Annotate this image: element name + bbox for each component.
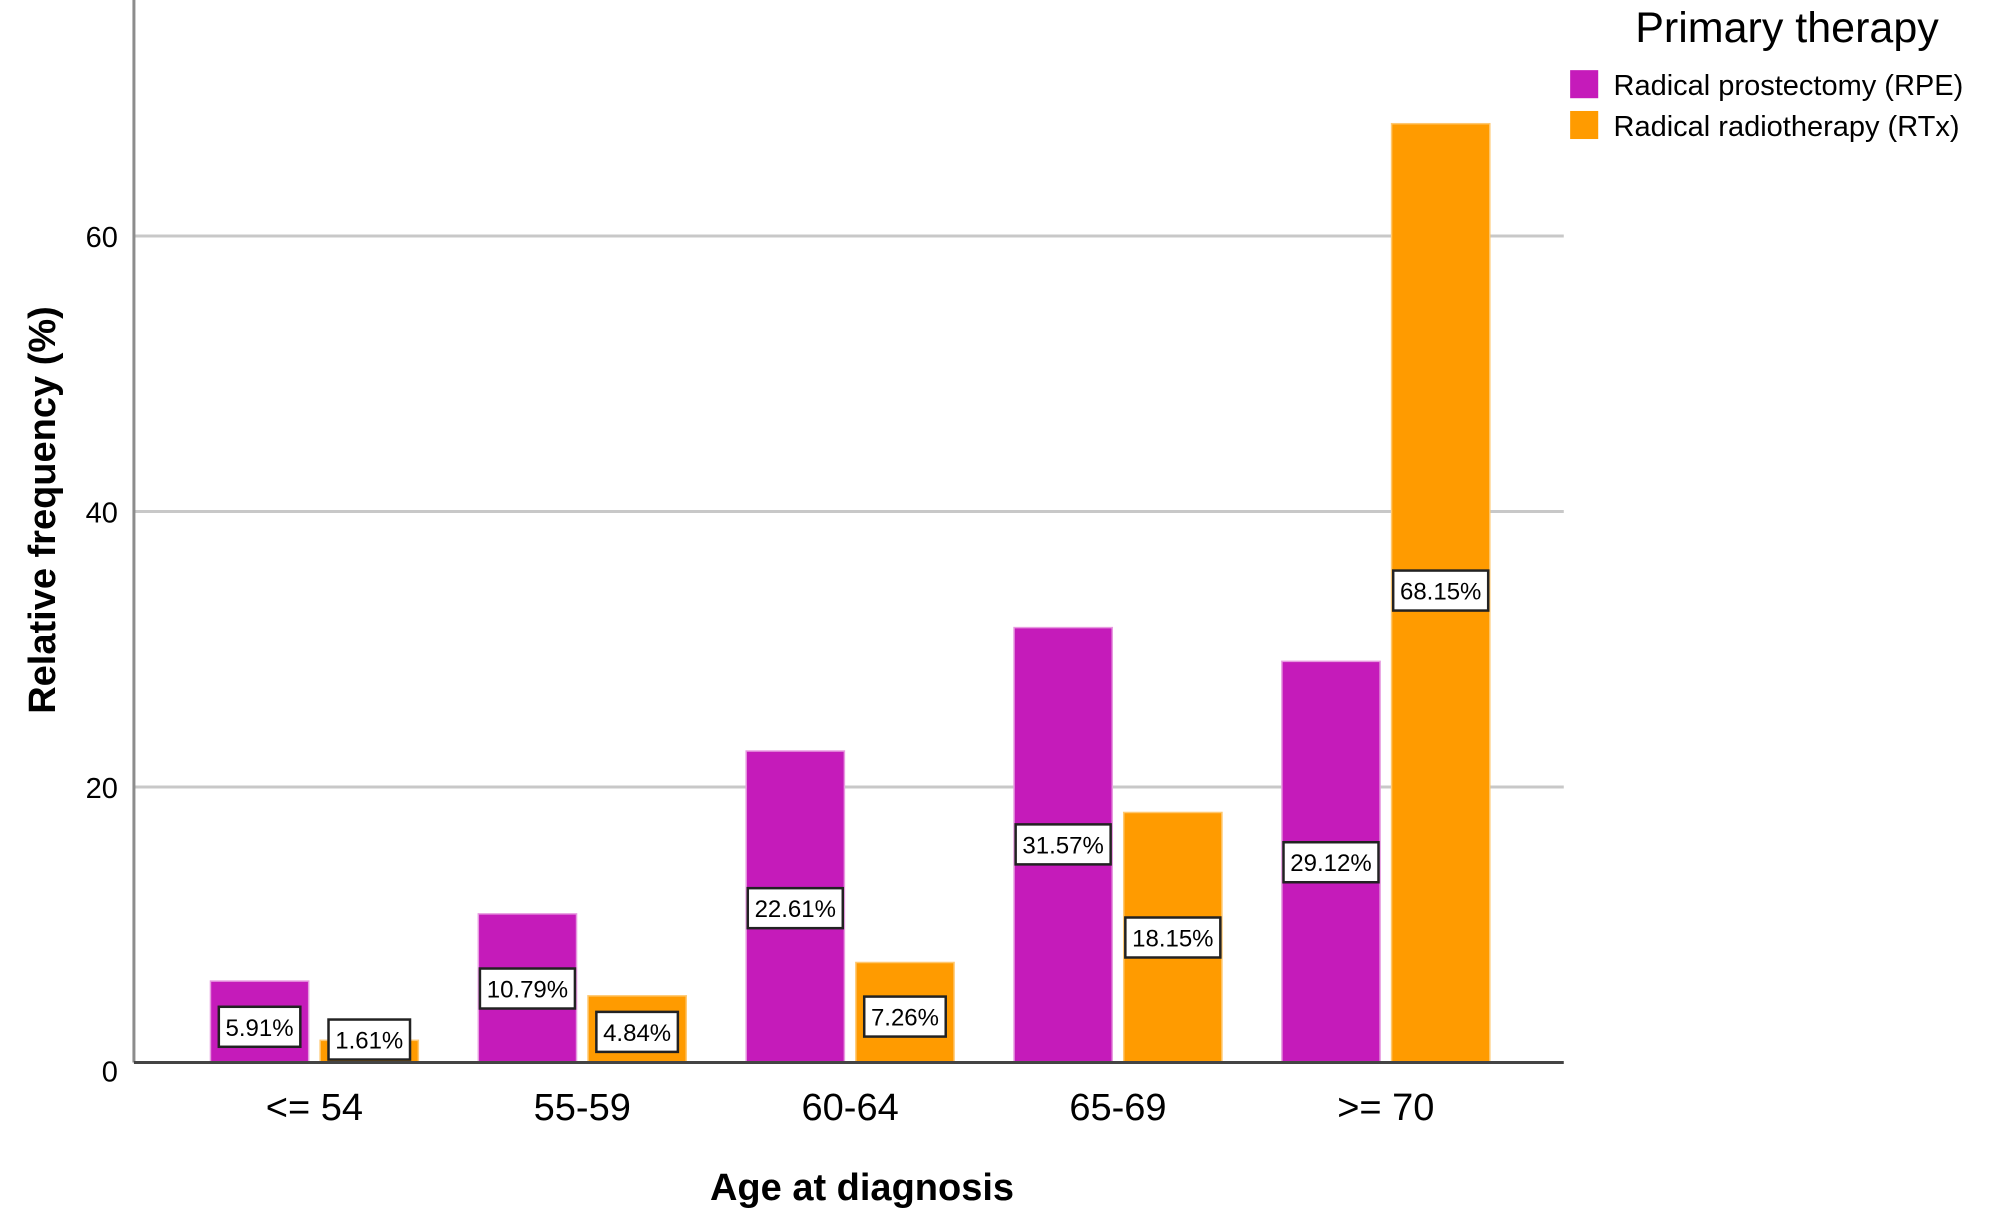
y-tick-label: 0 bbox=[102, 1057, 118, 1089]
data-label-box bbox=[746, 886, 845, 930]
x-tick-label: 60-64 bbox=[802, 1087, 899, 1129]
data-label: 10.79% bbox=[487, 977, 568, 1004]
data-label-box bbox=[595, 1010, 680, 1054]
legend-label: Radical radiotherapy (RTx) bbox=[1614, 111, 1960, 143]
x-tick-label: <= 54 bbox=[266, 1087, 363, 1129]
data-label-box bbox=[1124, 916, 1222, 959]
axes bbox=[132, 0, 1564, 1064]
legend-items: Radical prostectomy (RPE) Radical radioth… bbox=[1570, 70, 1963, 143]
legend-swatch-rtx bbox=[1570, 110, 1599, 140]
y-axis-title: Relative frequency (%) bbox=[22, 306, 64, 714]
x-tick-label: 55-59 bbox=[534, 1087, 631, 1129]
legend-title: Primary therapy bbox=[1635, 4, 1939, 52]
data-label: 22.61% bbox=[755, 896, 836, 923]
data-label: 7.26% bbox=[871, 1005, 939, 1032]
data-label: 18.15% bbox=[1132, 926, 1213, 953]
legend: Primary therapy Radical prostectomy (RPE… bbox=[1570, 4, 1963, 143]
data-label-box bbox=[1391, 569, 1490, 612]
data-label-box bbox=[478, 967, 577, 1010]
data-label-box bbox=[217, 1005, 302, 1049]
data-label: 31.57% bbox=[1022, 832, 1103, 859]
data-label: 1.61% bbox=[335, 1028, 403, 1055]
legend-label: Radical prostectomy (RPE) bbox=[1614, 70, 1964, 102]
data-label: 4.84% bbox=[603, 1020, 671, 1047]
y-tick-label: 60 bbox=[86, 222, 118, 254]
data-label: 5.91% bbox=[226, 1015, 294, 1042]
data-label-box bbox=[862, 995, 947, 1038]
tick-labels: 0 20 40 60 <= 54 55-59 60-64 65-69 >= 70 bbox=[86, 222, 1435, 1129]
data-label: 29.12% bbox=[1290, 850, 1371, 877]
data-labels: 5.91% 10.79% 22.61% 31.57% 29.12% 1.61% 4.84% 7… bbox=[217, 569, 1490, 1061]
data-label-box bbox=[1014, 823, 1112, 866]
y-tick-label: 40 bbox=[86, 497, 118, 529]
legend-swatch-rpe bbox=[1570, 70, 1599, 99]
data-label-box bbox=[327, 1018, 412, 1061]
y-tick-label: 20 bbox=[86, 773, 118, 805]
data-label: 68.15% bbox=[1400, 579, 1481, 606]
data-label-box bbox=[1282, 840, 1380, 884]
x-tick-label: >= 70 bbox=[1337, 1087, 1434, 1129]
x-tick-label: 65-69 bbox=[1069, 1087, 1166, 1129]
bars bbox=[209, 122, 1491, 1064]
x-axis-title: Age at diagnosis bbox=[710, 1167, 1014, 1209]
